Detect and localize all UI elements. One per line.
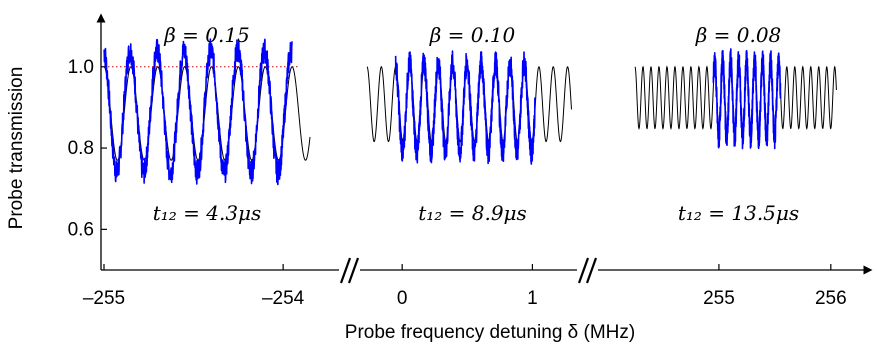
y-tick-label: 0.8 <box>68 138 94 159</box>
t12-label: t₁₂ = 4.3μs <box>153 201 262 225</box>
axis-break-1 <box>339 257 360 284</box>
x-tick-label: 1 <box>527 288 538 309</box>
beta-label: β = 0.08 <box>695 23 782 47</box>
x-tick-label: 0 <box>397 288 408 309</box>
measured-curve <box>712 48 782 150</box>
axis-break-2 <box>577 257 598 284</box>
measured-curve <box>103 38 293 186</box>
x-tick-label: 256 <box>815 288 847 309</box>
x-axis-title: Probe frequency detuning δ (MHz) <box>345 322 635 343</box>
x-tick-label: 255 <box>703 288 735 309</box>
x-tick-label: –255 <box>83 288 125 309</box>
t12-label: t₁₂ = 8.9μs <box>418 201 527 225</box>
y-axis-title: Probe transmission <box>6 67 27 230</box>
y-tick-label: 1.0 <box>68 57 94 78</box>
beta-label: β = 0.15 <box>163 23 250 47</box>
measured-curve <box>394 50 536 165</box>
t12-label: t₁₂ = 13.5μs <box>678 201 799 225</box>
beta-label: β = 0.10 <box>429 23 516 47</box>
y-tick-label: 0.6 <box>68 219 94 240</box>
x-tick-label: –254 <box>262 288 305 309</box>
